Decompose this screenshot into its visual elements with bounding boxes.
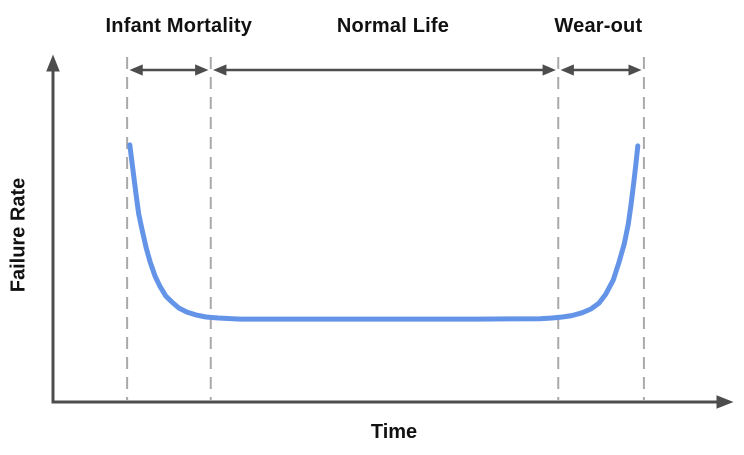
- region-label-infant-mortality: Infant Mortality: [105, 15, 253, 37]
- region-label-wear-out: Wear-out: [554, 15, 643, 37]
- region-label-normal-life: Normal Life: [336, 15, 450, 37]
- y-axis-label: Failure Rate: [7, 177, 30, 293]
- region-boundary-dashed-lines: [126, 57, 645, 400]
- failure-rate-curve: [127, 142, 641, 322]
- axes: [46, 54, 734, 409]
- x-axis-label: Time: [370, 421, 418, 443]
